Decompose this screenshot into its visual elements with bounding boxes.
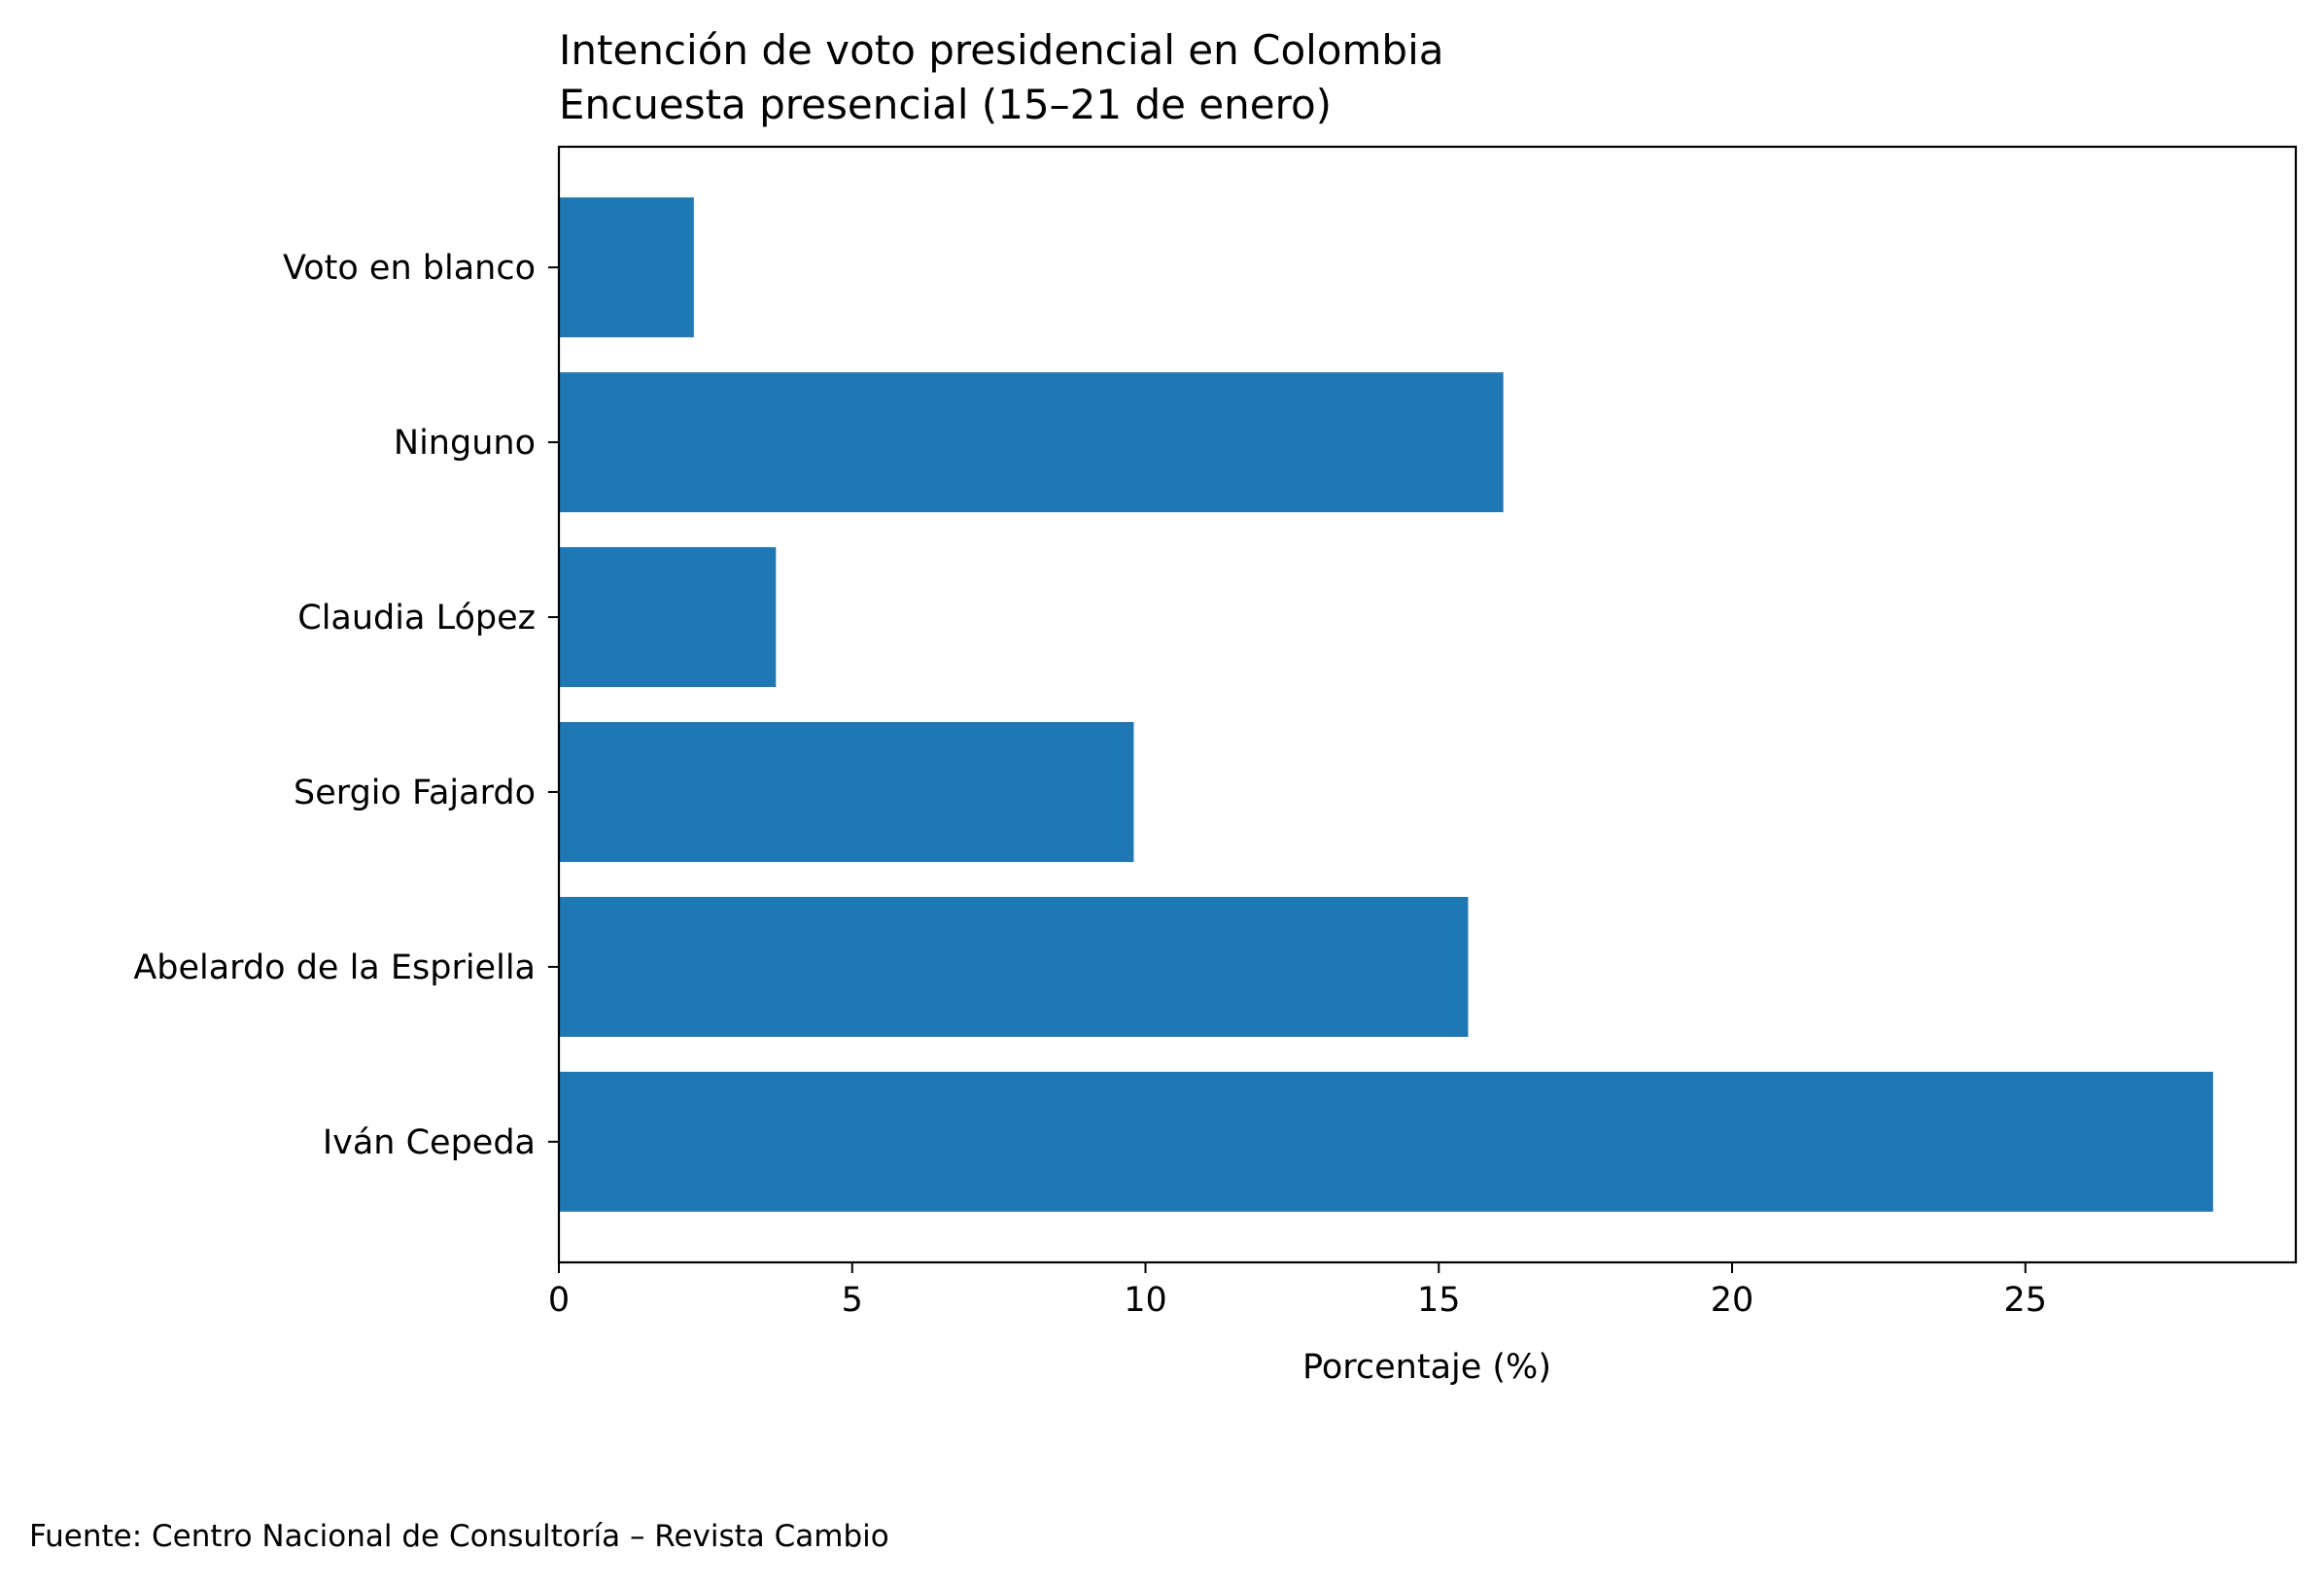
x-tick-label: 0 (548, 1281, 570, 1320)
bar (559, 372, 1504, 513)
y-tick-label: Claudia López (297, 599, 536, 638)
footnote: Fuente: Centro Nacional de Consultoría –… (29, 1519, 889, 1554)
y-tick-label: Iván Cepeda (323, 1123, 536, 1162)
bar (559, 721, 1134, 862)
bars-group (559, 197, 2213, 1212)
bar (559, 1071, 2213, 1212)
bar (559, 896, 1469, 1037)
x-tick-label: 25 (2004, 1281, 2048, 1320)
x-tick-label: 10 (1124, 1281, 1167, 1320)
y-tick-label: Abelardo de la Espriella (133, 948, 536, 987)
y-tick-label: Ninguno (394, 424, 536, 463)
y-tick-label: Voto en blanco (283, 249, 536, 288)
y-axis: Iván Cepeda Abelardo de la Espriella Sergi… (133, 249, 559, 1162)
bar (559, 197, 694, 338)
x-tick-label: 20 (1711, 1281, 1754, 1320)
x-tick-label: 5 (842, 1281, 863, 1320)
bar (559, 547, 777, 688)
y-tick-label: Sergio Fajardo (294, 774, 536, 812)
chart-title: Intención de voto presidencial en Colomb… (559, 26, 1444, 74)
plot-frame (557, 145, 2298, 1264)
x-axis-label: Porcentaje (%) (1302, 1348, 1551, 1387)
x-axis: 0 5 10 15 20 25 (548, 1262, 2047, 1320)
x-tick-label: 15 (1417, 1281, 1461, 1320)
chart-subtitle: Encuesta presencial (15–21 de enero) (559, 81, 1332, 128)
